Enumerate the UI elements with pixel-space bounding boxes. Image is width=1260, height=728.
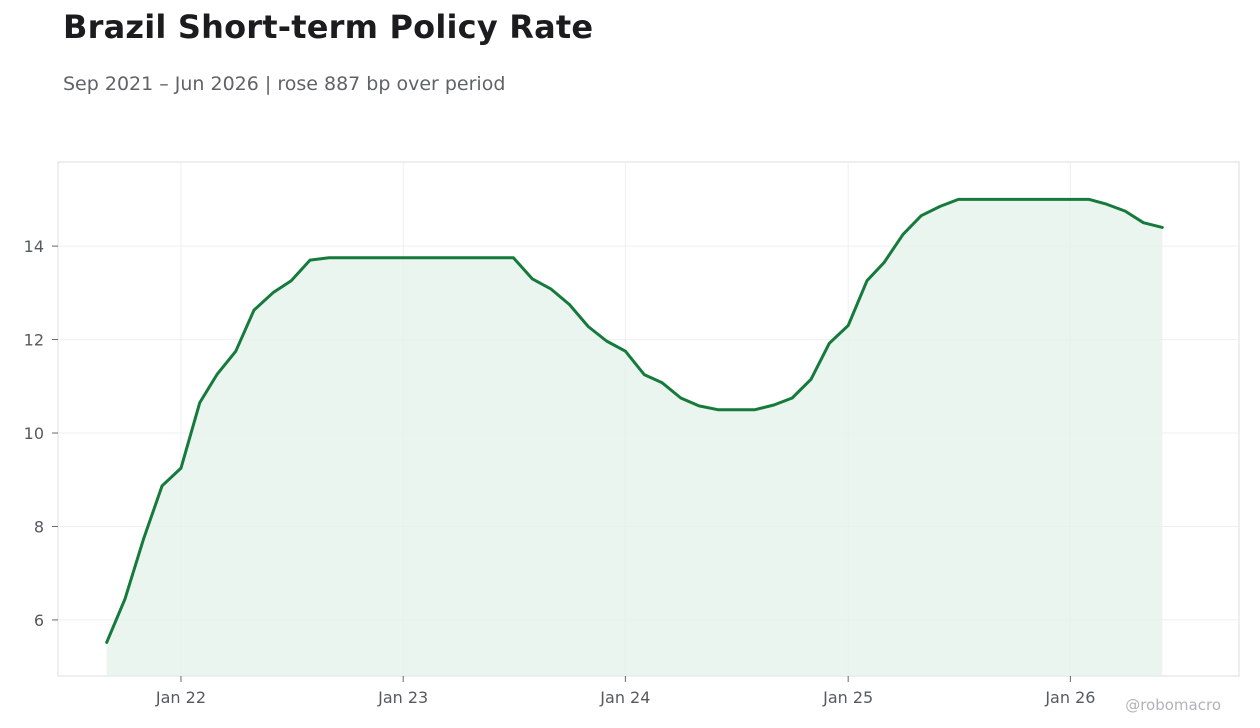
x-axis-ticks: Jan 22 Jan 23 Jan 24 Jan 25 Jan 26 (155, 676, 1095, 707)
y-axis-ticks: 6 8 10 12 14 (24, 237, 58, 630)
x-tick-label: Jan 23 (377, 688, 428, 707)
series-area (105, 197, 1164, 676)
x-tick-label: Jan 24 (599, 688, 650, 707)
watermark-label: @robomacro (1125, 696, 1221, 714)
chart-subtitle: Sep 2021 – Jun 2026 | rose 887 bp over p… (63, 73, 506, 95)
y-tick-label: 10 (24, 424, 44, 443)
y-tick-label: 6 (34, 611, 44, 630)
y-tick-label: 14 (24, 237, 44, 256)
y-tick-label: 12 (24, 331, 44, 350)
series-line (105, 197, 1164, 644)
x-tick-label: Jan 26 (1044, 688, 1095, 707)
series-fill (106, 199, 1163, 676)
chart-title: Brazil Short-term Policy Rate (63, 8, 594, 46)
x-tick-label: Jan 22 (155, 688, 206, 707)
y-tick-label: 8 (34, 517, 44, 536)
x-tick-label: Jan 25 (822, 688, 873, 707)
